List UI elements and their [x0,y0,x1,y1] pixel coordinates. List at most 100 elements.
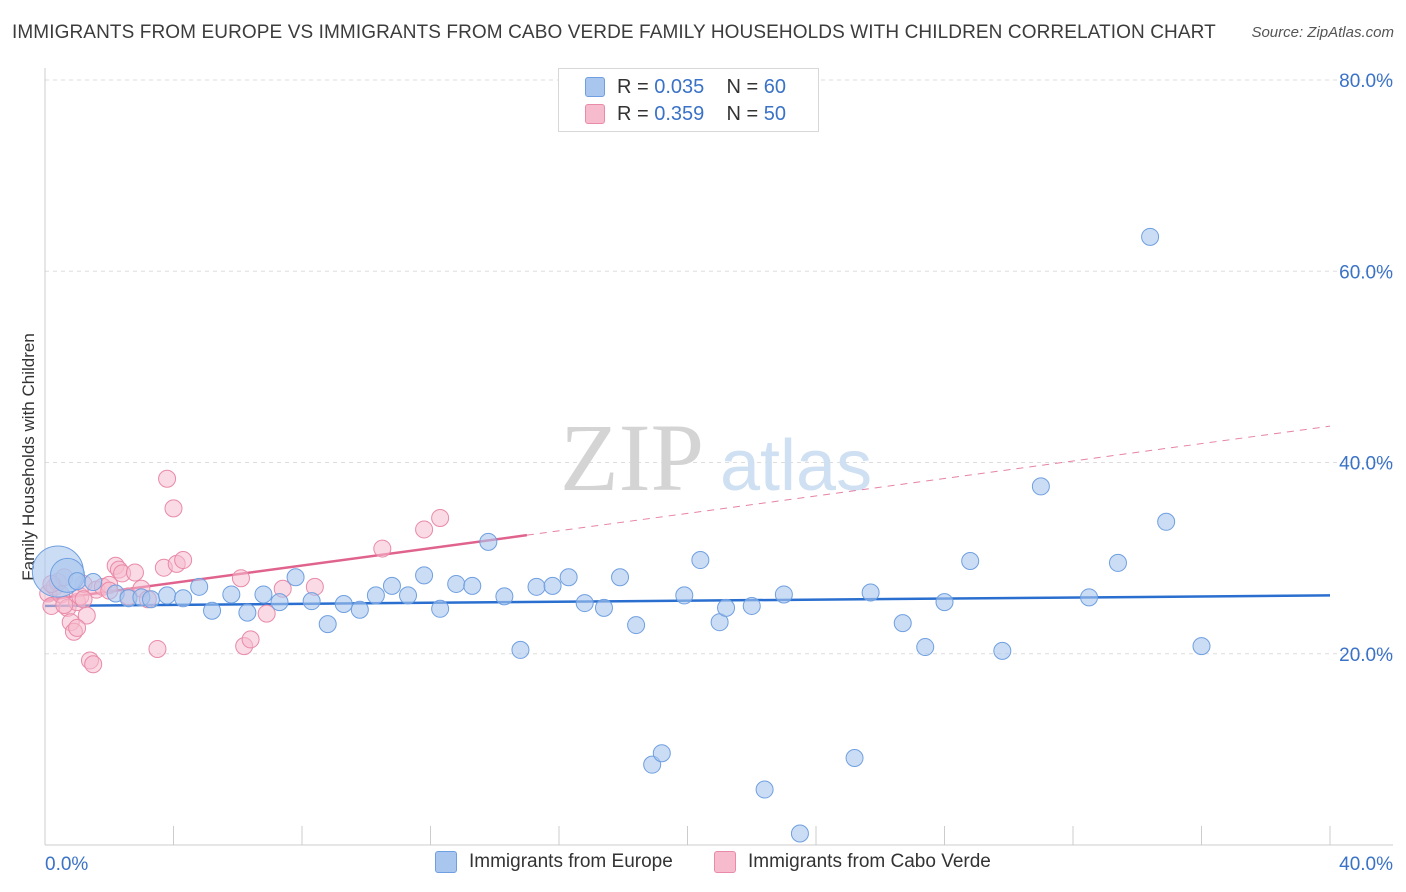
legend-r-label: R = [617,102,649,125]
europe-point [993,641,1012,660]
europe-point [366,586,385,605]
europe-point [1031,477,1050,496]
cabo-verde-point [241,630,260,649]
europe-point [961,551,980,570]
cabo-verde-trend-extension [526,425,1331,536]
europe-point [627,616,646,635]
y-tick-label: 40.0% [1339,454,1393,475]
bottom-legend-label-cabo-verde: Immigrants from Cabo Verde [748,851,991,872]
europe-point [790,824,809,843]
watermark-zip: ZIP [560,404,704,511]
bottom-legend-cabo-verde: Immigrants from Cabo Verde [714,851,991,873]
europe-point [893,614,912,633]
europe-point [68,572,87,591]
europe-point [575,594,594,613]
axes: 20.0% 40.0% 60.0% 80.0% 0.0% 40.0% [44,68,1393,875]
legend-swatch-cabo-verde [585,104,605,124]
europe-point [431,599,450,618]
europe-point [190,577,209,596]
europe-point [463,576,482,595]
legend-r-value: 0.359 [654,102,705,125]
europe-point [174,589,193,608]
europe-point [774,585,793,604]
europe-point [675,586,694,605]
x-tick-label: 0.0% [45,854,88,875]
europe-point [203,601,222,620]
chart-title: IMMIGRANTS FROM EUROPE VS IMMIGRANTS FRO… [12,22,1216,43]
europe-point [318,615,337,634]
legend-n-label: N = [726,75,759,98]
europe-point [222,585,241,604]
bottom-legend-label-europe: Immigrants from Europe [469,851,673,872]
legend-swatch-europe [585,77,605,97]
cabo-verde-point [148,639,167,658]
europe-point [334,595,353,614]
data-points [31,227,1211,843]
europe-point [238,603,257,622]
x-tick-label: 40.0% [1339,854,1393,875]
y-tick-label: 20.0% [1339,645,1393,666]
europe-point [935,593,954,612]
europe-point [845,748,864,767]
europe-point [479,532,498,551]
europe-point [1080,588,1099,607]
europe-point [142,590,161,609]
y-tick-label: 80.0% [1339,71,1393,92]
europe-point [861,583,880,602]
y-axis-label-group: Family Households with Children [19,333,38,581]
cabo-verde-point [373,539,392,558]
source-label: Source: ZipAtlas.com [1251,24,1394,41]
europe-point [717,598,736,617]
watermark: ZIP atlas [560,404,872,511]
europe-point [84,573,103,592]
europe-point [415,566,434,585]
y-tick-label: 60.0% [1339,262,1393,283]
legend-r-value: 0.035 [654,75,705,98]
bottom-legend-europe: Immigrants from Europe [435,851,673,873]
cabo-verde-point [164,499,183,518]
europe-point [511,640,530,659]
cabo-verde-point [55,595,74,614]
cabo-verde-point [125,563,144,582]
europe-point [543,576,562,595]
europe-point [527,577,546,596]
europe-point [1192,637,1211,656]
bottom-legend-swatch-cabo-verde [714,851,736,873]
bottom-legend-swatch-europe [435,851,457,873]
correlation-legend: R = 0.035 N = 60 R = 0.359 N = 50 [558,68,819,132]
europe-point [1141,227,1160,246]
cabo-verde-point [174,551,193,570]
grid-lines [45,79,1393,655]
europe-point [594,598,613,617]
legend-n-value: 50 [763,102,787,125]
cabo-verde-point [231,569,250,588]
watermark-atlas: atlas [720,426,872,506]
europe-point [350,600,369,619]
europe-point [742,596,761,615]
europe-point [399,586,418,605]
cabo-verde-point [74,590,93,609]
cabo-verde-point [158,469,177,488]
y-axis-label: Family Households with Children [19,333,38,581]
europe-point [643,755,662,774]
europe-point [302,592,321,611]
legend-row-europe: R = 0.035 N = 60 [585,74,786,100]
europe-point [158,586,177,605]
europe-point [382,576,401,595]
legend-row-cabo-verde: R = 0.359 N = 50 [585,101,786,127]
europe-point [1157,512,1176,531]
europe-point [611,568,630,587]
europe-point [447,574,466,593]
europe-point [691,551,710,570]
cabo-verde-point [257,604,276,623]
legend-n-label: N = [726,102,759,125]
europe-point [254,585,273,604]
europe-point [916,638,935,657]
europe-point [286,568,305,587]
cabo-verde-point [84,655,103,674]
europe-point [652,744,671,763]
europe-point [495,587,514,606]
cabo-verde-point [431,508,450,527]
europe-point [559,568,578,587]
